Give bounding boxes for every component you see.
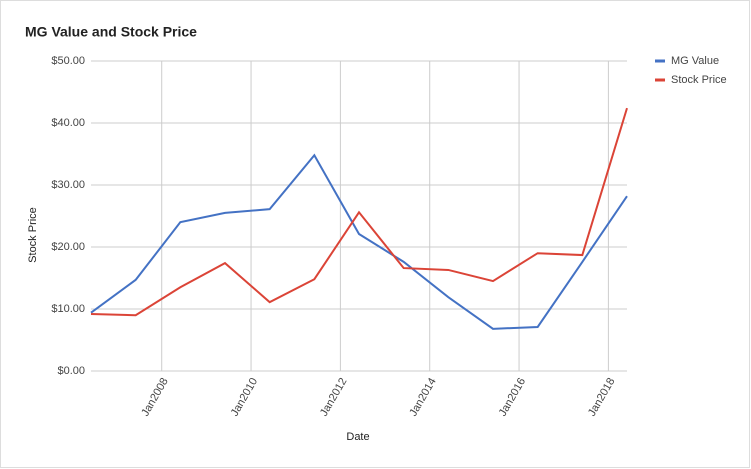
series-line bbox=[90, 153, 628, 330]
x-axis-label: Date bbox=[346, 431, 369, 443]
series-line bbox=[90, 107, 628, 317]
y-tick-label: $40.00 bbox=[51, 117, 85, 129]
chart-title: MG Value and Stock Price bbox=[25, 24, 197, 40]
y-tick-label: $30.00 bbox=[51, 179, 85, 191]
y-tick-label: $0.00 bbox=[57, 365, 85, 377]
legend-label: Stock Price bbox=[671, 74, 727, 86]
y-tick-label: $10.00 bbox=[51, 303, 85, 315]
y-tick-label: $50.00 bbox=[51, 55, 85, 67]
y-axis-label: Stock Price bbox=[27, 207, 39, 263]
legend-label: MG Value bbox=[671, 55, 719, 67]
y-tick-label: $20.00 bbox=[51, 241, 85, 253]
